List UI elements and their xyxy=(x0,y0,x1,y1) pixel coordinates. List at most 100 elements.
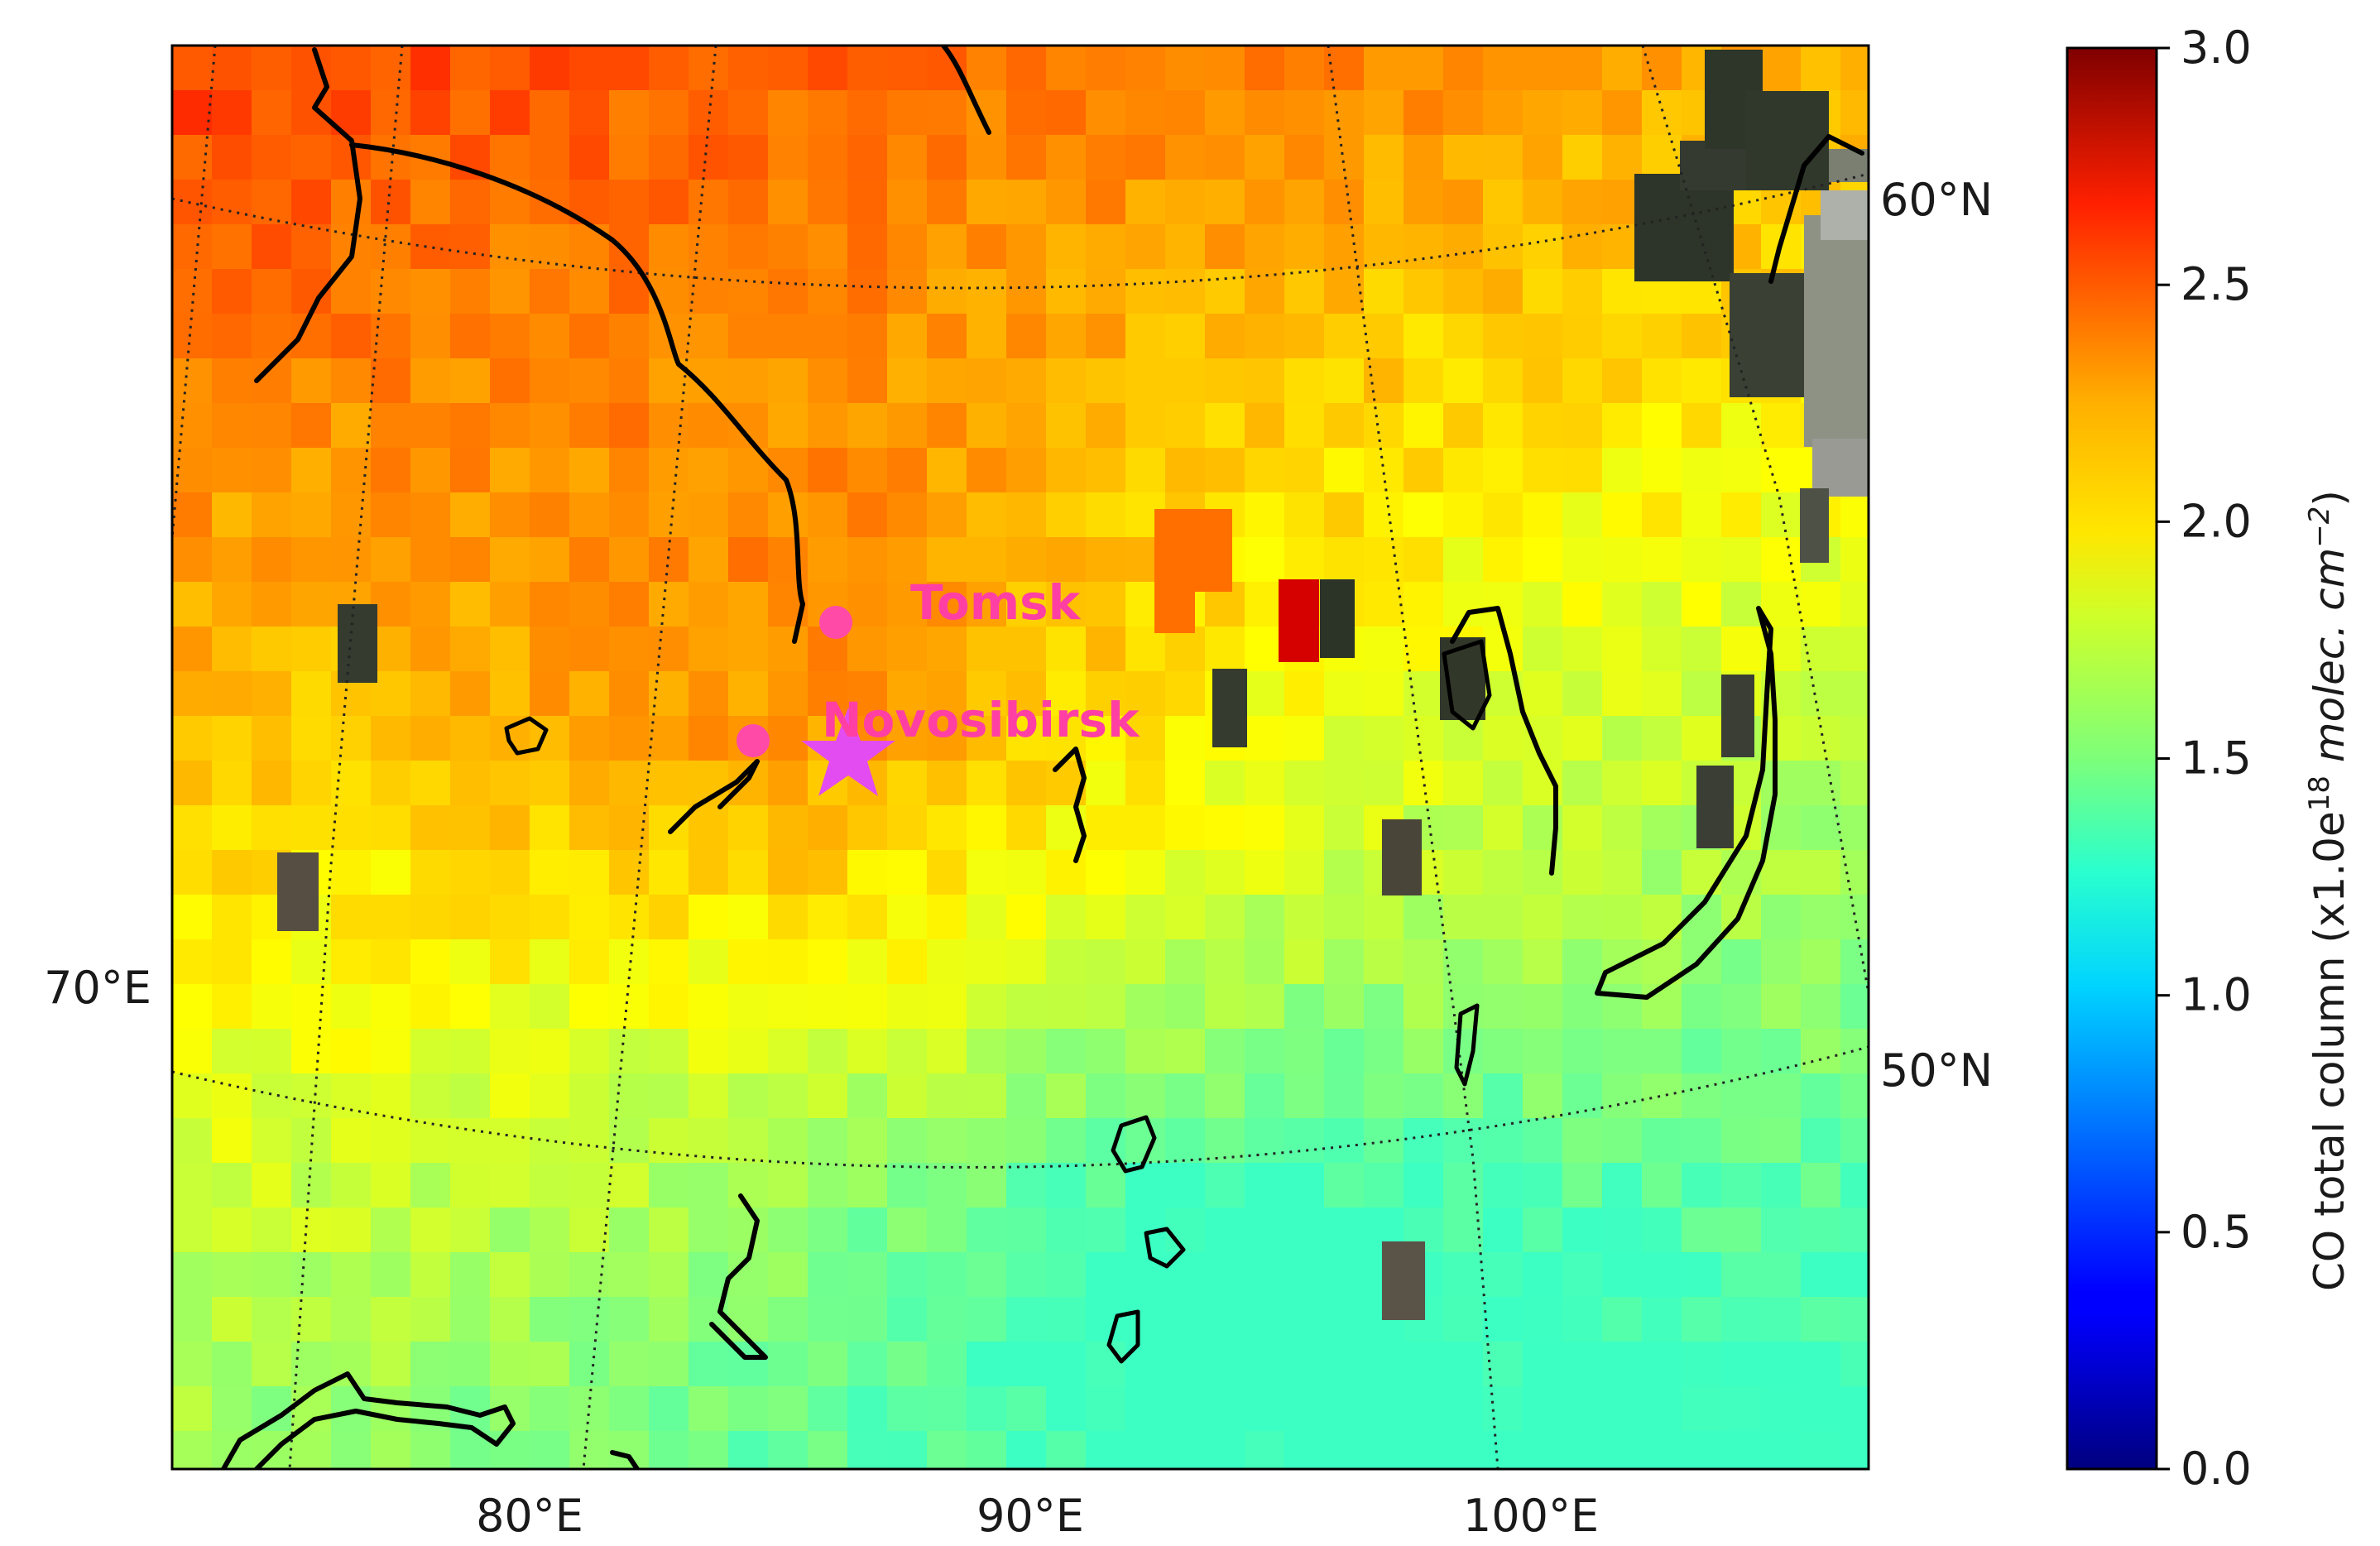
grid-cell xyxy=(1523,1208,1563,1253)
grid-cell xyxy=(1602,1342,1643,1387)
grid-cell xyxy=(212,1073,252,1119)
grid-cell xyxy=(450,582,491,627)
grid-cell xyxy=(530,403,570,449)
grid-cell xyxy=(847,1431,888,1469)
grid-cell xyxy=(609,850,650,895)
grid-cell xyxy=(967,358,1007,404)
grid-cell xyxy=(808,1029,848,1074)
grid-cell xyxy=(371,895,411,940)
grid-cell xyxy=(1642,46,1682,91)
grid-cell xyxy=(847,895,888,940)
grid-cell xyxy=(212,1118,252,1164)
grid-cell xyxy=(1046,582,1087,627)
grid-cell xyxy=(1562,761,1603,806)
grid-cell xyxy=(371,90,411,136)
tomsk-label: Tomsk xyxy=(910,574,1082,631)
grid-cell xyxy=(808,46,848,91)
grid-cell xyxy=(530,224,570,270)
grid-cell xyxy=(1523,671,1563,717)
grid-cell xyxy=(768,895,809,940)
grid-cell xyxy=(1562,180,1603,225)
grid-cell xyxy=(609,224,650,270)
grid-cell xyxy=(291,1342,332,1387)
grid-cell xyxy=(768,180,809,225)
grid-cell xyxy=(450,1208,491,1253)
grid-cell xyxy=(1364,1073,1404,1119)
grid-cell xyxy=(649,939,689,985)
grid-cell xyxy=(847,224,888,270)
grid-cell xyxy=(1443,46,1484,91)
grid-cell xyxy=(1324,403,1365,449)
grid-cell xyxy=(1086,180,1126,225)
grid-cell xyxy=(1165,403,1206,449)
grid-cell xyxy=(172,805,213,851)
grid-cell xyxy=(1443,1163,1484,1208)
grid-cell xyxy=(1205,1431,1245,1469)
grid-cell xyxy=(1046,314,1087,359)
grid-cell xyxy=(1165,1029,1206,1074)
novosibirsk-marker xyxy=(737,724,770,757)
grid-cell xyxy=(689,671,729,717)
grid-cell xyxy=(490,1252,530,1298)
grid-cell xyxy=(649,984,689,1030)
grid-cell xyxy=(1125,403,1166,449)
grid-cell xyxy=(1801,582,1841,627)
grid-cell xyxy=(1523,1163,1563,1208)
grid-cell xyxy=(609,403,650,449)
grid-cell xyxy=(490,805,530,851)
grid-cell xyxy=(1523,1431,1563,1469)
grid-cell xyxy=(1801,895,1841,940)
grid-cell xyxy=(689,850,729,895)
grid-cell xyxy=(1284,1297,1325,1342)
grid-cell xyxy=(450,1118,491,1164)
grid-cell xyxy=(1165,135,1206,180)
grid-cell xyxy=(1284,448,1325,493)
grid-cell xyxy=(1324,1163,1365,1208)
grid-cell xyxy=(569,984,610,1030)
grid-cell xyxy=(1483,1208,1523,1253)
grid-cell xyxy=(1801,984,1841,1030)
grid-cell xyxy=(569,448,610,493)
grid-cell xyxy=(1245,1073,1285,1119)
grid-cell xyxy=(927,403,967,449)
grid-cell xyxy=(768,850,809,895)
grid-cell xyxy=(1046,716,1087,761)
grid-cell xyxy=(1483,1431,1523,1469)
grid-cell xyxy=(252,1342,292,1387)
grid-cell xyxy=(1165,1208,1206,1253)
grid-cell xyxy=(927,224,967,270)
grid-cell xyxy=(967,1163,1007,1208)
grid-cell xyxy=(410,224,451,270)
grid-cell xyxy=(1006,939,1047,985)
grid-cell xyxy=(728,135,769,180)
grid-cell xyxy=(808,90,848,136)
grid-cell xyxy=(1006,314,1047,359)
grid-cell xyxy=(1364,716,1404,761)
grid-cell xyxy=(1364,1029,1404,1074)
grid-cell xyxy=(212,671,252,717)
grid-cell xyxy=(490,1118,530,1164)
grid-cell xyxy=(490,582,530,627)
grid-cell xyxy=(1125,1297,1166,1342)
grid-cell xyxy=(1364,537,1404,583)
grid-cell xyxy=(1364,671,1404,717)
colorbar-tick-label: 1.5 xyxy=(2181,732,2252,785)
grid-cell xyxy=(212,1342,252,1387)
grid-cell xyxy=(1682,671,1722,717)
grid-cell xyxy=(1046,269,1087,314)
missing-cell xyxy=(1382,819,1422,895)
grid-cell xyxy=(808,805,848,851)
grid-cell xyxy=(1840,1208,1869,1253)
missing-cell xyxy=(1730,273,1812,397)
map-panel[interactable]: Tomsk Novosibirsk xyxy=(172,46,1881,1476)
grid-cell xyxy=(1192,509,1232,592)
grid-cell xyxy=(768,46,809,91)
grid-cell xyxy=(291,1073,332,1119)
grid-cell xyxy=(728,1118,769,1164)
grid-cell xyxy=(1523,224,1563,270)
grid-cell xyxy=(1165,1431,1206,1469)
grid-cell xyxy=(887,314,928,359)
grid-cell xyxy=(530,1386,570,1432)
grid-cell xyxy=(1125,939,1166,985)
grid-cell xyxy=(1006,627,1047,672)
